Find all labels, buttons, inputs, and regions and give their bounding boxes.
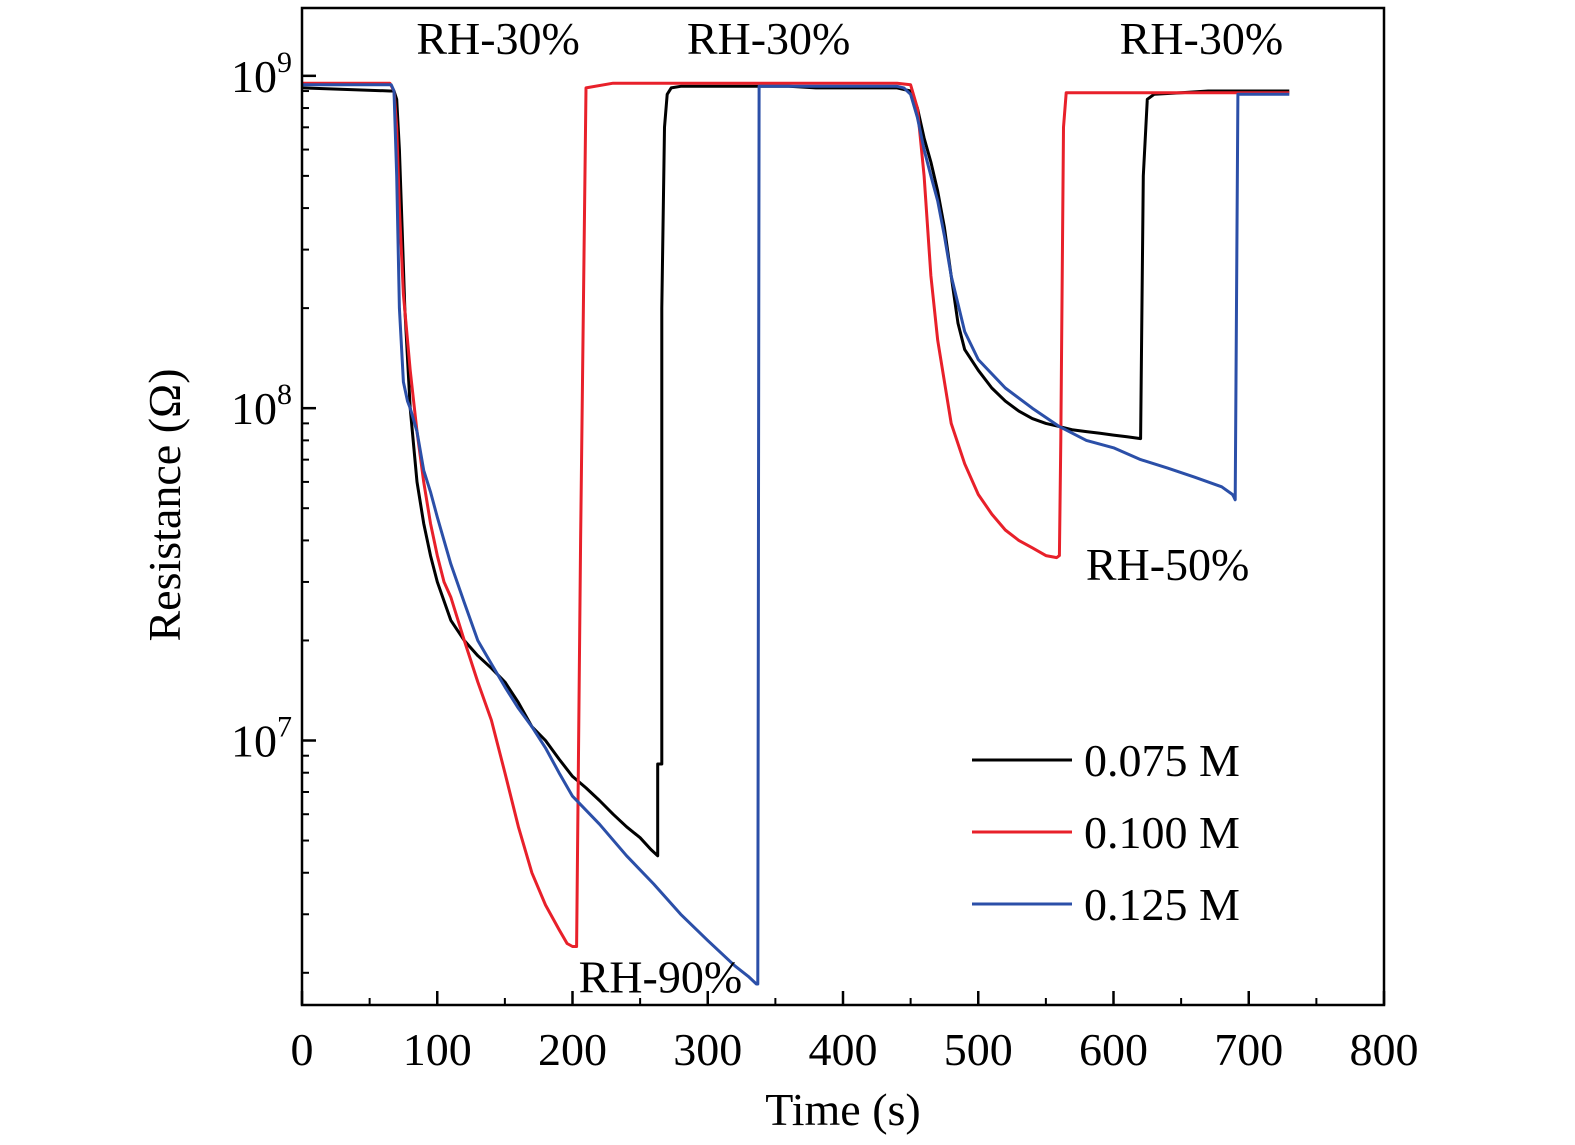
annotation-label: RH-50% xyxy=(1086,539,1250,590)
y-tick-label: 107 xyxy=(231,711,292,767)
annotation-label: RH-30% xyxy=(416,13,580,64)
legend-label-2: 0.100 M xyxy=(1084,807,1240,858)
annotation-label: RH-90% xyxy=(579,951,743,1002)
y-tick-label: 108 xyxy=(231,378,292,434)
x-tick-label: 600 xyxy=(1079,1024,1148,1075)
x-tick-label: 800 xyxy=(1350,1024,1419,1075)
y-axis-title: Resistance (Ω) xyxy=(139,368,190,641)
legend-label-1: 0.075 M xyxy=(1084,735,1240,786)
x-tick-label: 300 xyxy=(673,1024,742,1075)
x-tick-label: 500 xyxy=(944,1024,1013,1075)
series-layer xyxy=(301,81,1290,986)
x-tick-label: 200 xyxy=(538,1024,607,1075)
series-line-3 xyxy=(302,83,1290,986)
series-line-1 xyxy=(301,84,1290,858)
x-tick-label: 100 xyxy=(403,1024,472,1075)
x-axis-title: Time (s) xyxy=(765,1084,921,1135)
x-tick-label: 700 xyxy=(1214,1024,1283,1075)
y-tick-label: 109 xyxy=(231,46,292,102)
x-tick-label: 400 xyxy=(809,1024,878,1075)
annotation-layer: RH-30% RH-30% RH-30% RH-90% RH-50% xyxy=(416,13,1283,1002)
legend-label-3: 0.125 M xyxy=(1084,879,1240,930)
ticks-layer: 0 100 200 300 400 500 600 700 800 107 108 109 xyxy=(231,46,1419,1075)
legend: 0.075 M 0.100 M 0.125 M xyxy=(972,735,1240,930)
annotation-label: RH-30% xyxy=(1120,13,1284,64)
x-tick-label: 0 xyxy=(291,1024,314,1075)
annotation-label: RH-30% xyxy=(687,13,851,64)
